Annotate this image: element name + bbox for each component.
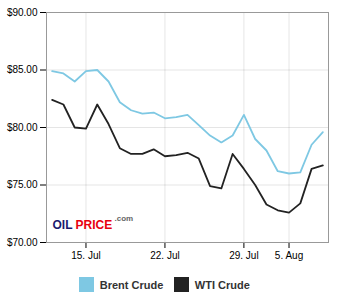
svg-text:29. Jul: 29. Jul — [229, 250, 258, 261]
svg-text:.com: .com — [115, 214, 134, 223]
svg-text:PRICE: PRICE — [76, 218, 113, 232]
svg-text:15. Jul: 15. Jul — [71, 250, 100, 261]
svg-text:$85.00: $85.00 — [7, 64, 38, 75]
html-text:Brent Crude: Brent Crude — [99, 278, 164, 291]
html-text:WTI Crude: WTI Crude — [194, 278, 250, 291]
svg-text:OIL: OIL — [53, 218, 73, 232]
svg-text:$75.00: $75.00 — [7, 179, 38, 190]
svg-text:$80.00: $80.00 — [7, 122, 38, 133]
svg-text:$90.00: $90.00 — [7, 7, 38, 18]
svg-text:22. Jul: 22. Jul — [150, 250, 179, 261]
svg-text:5. Aug: 5. Aug — [275, 250, 303, 261]
svg-text:$70.00: $70.00 — [7, 237, 38, 248]
